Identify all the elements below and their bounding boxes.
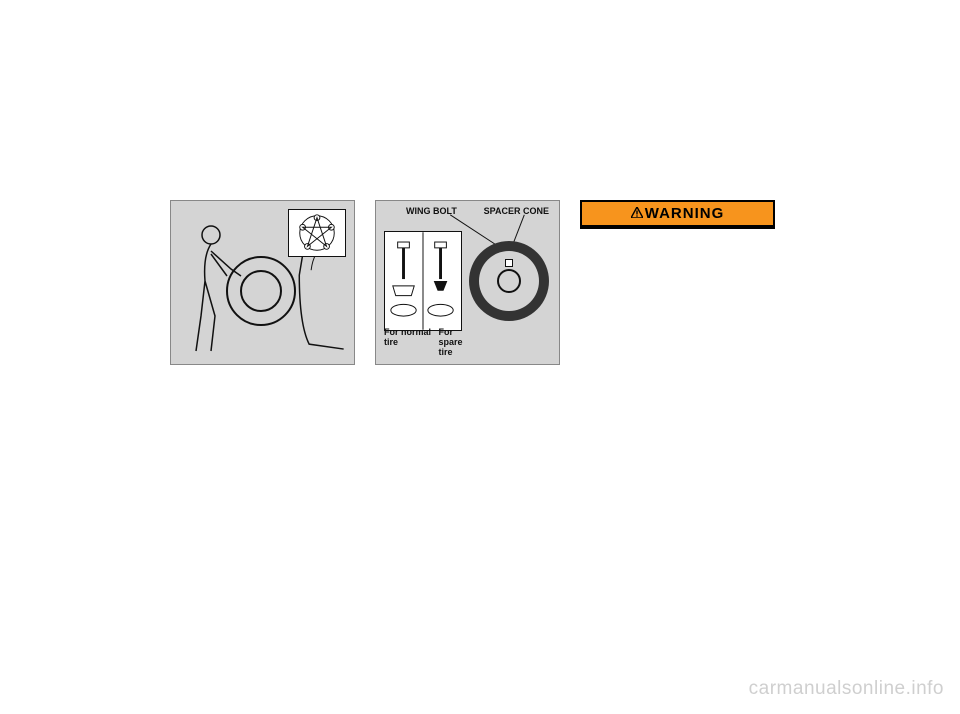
spacer-cone-label: SPACER CONE (484, 206, 549, 216)
person-icon (181, 221, 251, 356)
caption-row: For normal tire For spare tire (384, 328, 479, 358)
content-area: WING BOLT SPACER CONE (170, 200, 790, 365)
right-illustration: WING BOLT SPACER CONE (375, 200, 560, 365)
watermark: carmanualsonline.info (749, 678, 944, 700)
left-panel (170, 200, 355, 365)
right-panel: WING BOLT SPACER CONE (375, 200, 560, 365)
hub-icon (497, 269, 521, 293)
bolt-icon (505, 259, 513, 267)
left-illustration (170, 200, 355, 365)
caption-spare-l1: For spare (439, 328, 479, 348)
flat-tire-icon (469, 241, 549, 321)
caption-normal-l2: tire (384, 338, 436, 348)
wing-bolt-label: WING BOLT (406, 206, 457, 216)
caption-normal: For normal tire (384, 328, 436, 348)
storage-diagram (384, 231, 462, 331)
lug-pattern-inset (288, 209, 346, 257)
caption-spare-l2: tire (439, 348, 479, 358)
caption-spare: For spare tire (439, 328, 479, 358)
warning-box: WARNING (580, 200, 775, 229)
warning-column: WARNING (580, 200, 775, 365)
warning-header-text: WARNING (645, 205, 725, 222)
warning-header: WARNING (582, 202, 773, 227)
warning-triangle-icon (631, 206, 643, 220)
